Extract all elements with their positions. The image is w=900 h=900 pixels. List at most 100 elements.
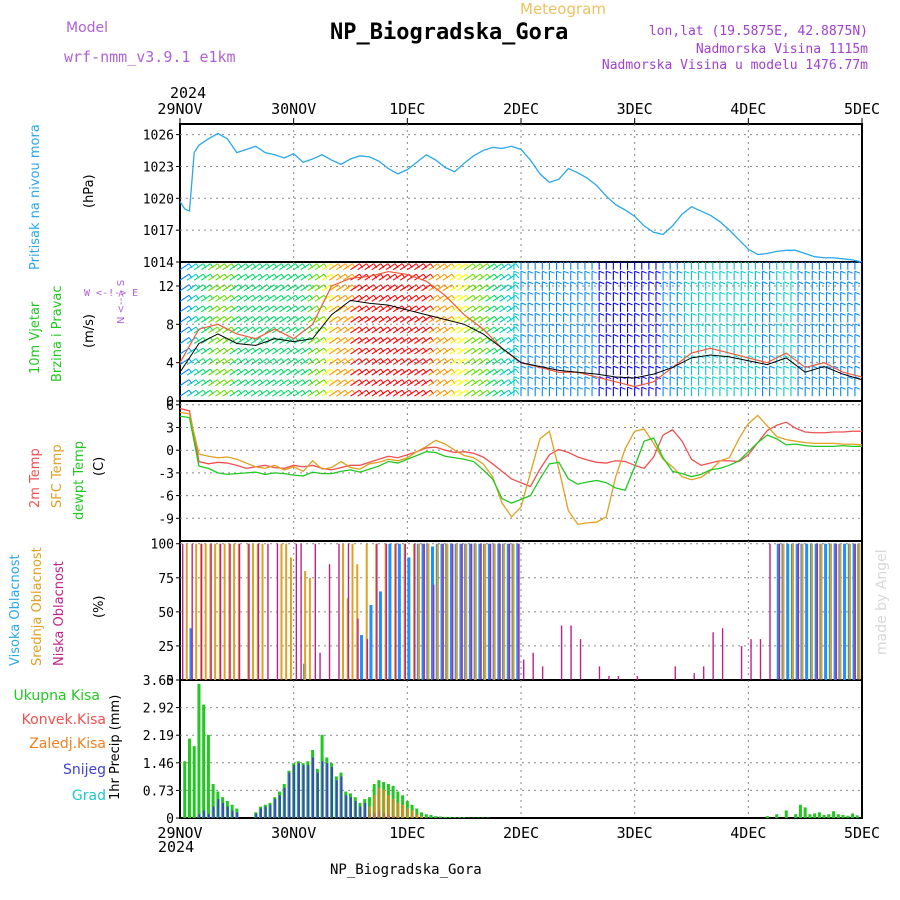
wind-barb: [300, 389, 311, 397]
wind-barb: [193, 379, 204, 387]
wind-barb: [264, 368, 275, 376]
wind-barb: [343, 358, 353, 366]
wind-barb: [478, 337, 488, 344]
wind-barb-flag: [513, 334, 520, 337]
precip-total-bar: [448, 816, 452, 818]
wind-barb: [257, 305, 268, 313]
wind-barb: [236, 379, 247, 387]
wind-barb-flag: [577, 334, 584, 337]
wind-barb-flag: [819, 386, 825, 390]
wind-barb-flag: [662, 281, 669, 285]
wind-barb: [193, 263, 204, 271]
wind-barb: [470, 347, 481, 355]
wind-barb-flag: [670, 355, 676, 359]
wind-barb: [350, 358, 360, 366]
wind-barb: [222, 368, 232, 376]
wind-barb-flag: [804, 334, 811, 337]
model-height: Nadmorska Visina u modelu 1476.77m: [601, 58, 868, 73]
wind-barb-flag: [655, 281, 662, 285]
wind-barb-flag: [726, 270, 733, 274]
wind-barb: [478, 379, 488, 387]
wind-barb-flag: [542, 334, 548, 337]
wind-barb-flag: [748, 386, 754, 390]
wind-barb: [264, 358, 275, 366]
wind-barb-flag: [641, 270, 647, 274]
cloud-bar: [786, 543, 790, 680]
precip-snow-bar: [222, 802, 225, 818]
time-tick-label-bottom: 2DEC: [503, 824, 539, 842]
y-tick-label: 3.65: [143, 674, 174, 689]
wind-barb-flag: [790, 302, 797, 306]
cloud-bar: [219, 543, 222, 680]
wind-barb-flag: [542, 270, 548, 274]
wind-barb: [478, 358, 488, 366]
wind-barb: [463, 273, 474, 281]
wind-barb-flag: [620, 270, 626, 274]
time-tick-label-top: 4DEC: [730, 100, 766, 118]
wind-barb: [414, 294, 424, 302]
wind-barb-flag: [691, 334, 697, 337]
wind-barb-flag: [513, 291, 520, 295]
wind-barb-flag: [790, 355, 797, 359]
wind-barb: [180, 273, 190, 281]
wind-barb: [435, 358, 446, 366]
wind-barb-flag: [783, 386, 790, 390]
wind-barb: [193, 389, 204, 397]
wind-barb-flag: [677, 281, 683, 285]
wind-barb: [293, 263, 303, 271]
wind-barb-flag: [755, 386, 761, 390]
cloud-bar: [480, 543, 482, 680]
y-tick-label: 1014: [143, 256, 174, 271]
wind-barb-flag: [520, 365, 527, 369]
wind-barb-flag: [712, 281, 718, 285]
cloud-bar: [248, 543, 250, 680]
wind-barb-flag: [622, 262, 626, 264]
wind-barb-flag: [790, 334, 797, 337]
wind-barb: [186, 347, 197, 355]
wind-barb-flag: [606, 302, 612, 306]
wind-barb: [364, 389, 375, 397]
wind-barb-flag: [826, 365, 832, 369]
wind-barb: [385, 389, 396, 397]
wind-barb-flag: [537, 262, 541, 264]
wind-barb: [335, 273, 346, 281]
wind-barb: [180, 379, 190, 387]
wind-barb-flag: [783, 291, 790, 295]
wind-barb-flag: [854, 365, 861, 369]
model-label: Model: [66, 20, 109, 36]
precip-freezing-bar: [383, 789, 386, 818]
cloud-bar: [357, 618, 359, 680]
wind-barb-flag: [819, 334, 825, 337]
wind-barb: [456, 305, 467, 313]
wind-barb: [186, 379, 197, 387]
pressure-unit: (hPa): [82, 174, 97, 208]
cloud-bar: [776, 543, 780, 680]
cloud-bar: [820, 543, 823, 680]
wind-barb-flag: [797, 302, 804, 306]
wind-barb-flag: [719, 302, 726, 306]
wind-barb-flag: [598, 281, 605, 285]
temp-ylabel-sfc: SFC Temp: [50, 444, 65, 508]
wind-barb: [293, 358, 303, 366]
cloud-bar: [693, 673, 695, 680]
wind-barb-flag: [591, 376, 598, 380]
wind-barb-flag: [641, 334, 647, 337]
wind-barb: [414, 273, 424, 281]
wind-barb-flag: [648, 355, 655, 359]
cloud-bar: [702, 666, 705, 680]
wind-barb-flag: [804, 344, 811, 348]
wind-barb-flag: [847, 365, 853, 369]
wind-barb-flag: [833, 334, 839, 337]
wind-barb-flag: [769, 291, 775, 295]
wind-barb-flag: [783, 270, 790, 274]
wind-barb: [257, 294, 268, 302]
precip-freezing-bar: [392, 799, 395, 818]
wind-barb: [236, 294, 247, 302]
wind-barb: [279, 358, 289, 366]
wind-barb: [328, 389, 339, 397]
wind-barb-flag: [556, 270, 562, 274]
cloud-unit: (%): [92, 595, 107, 619]
wind-barb-flag: [598, 270, 605, 274]
wind-barb-flag: [684, 291, 690, 295]
wind-barb-flag: [797, 386, 804, 390]
